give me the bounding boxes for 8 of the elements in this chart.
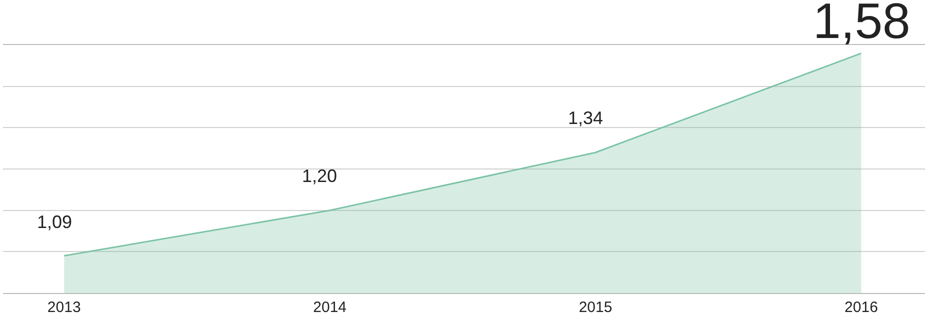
- data-label: 1,58: [813, 0, 910, 49]
- data-label: 1,09: [37, 212, 72, 232]
- data-label: 1,20: [302, 166, 338, 186]
- x-tick-label: 2013: [47, 299, 81, 316]
- x-tick-label: 2014: [313, 299, 347, 316]
- data-label: 1,34: [568, 108, 604, 128]
- x-tick-label: 2016: [844, 299, 878, 316]
- x-tick-label: 2015: [578, 299, 612, 316]
